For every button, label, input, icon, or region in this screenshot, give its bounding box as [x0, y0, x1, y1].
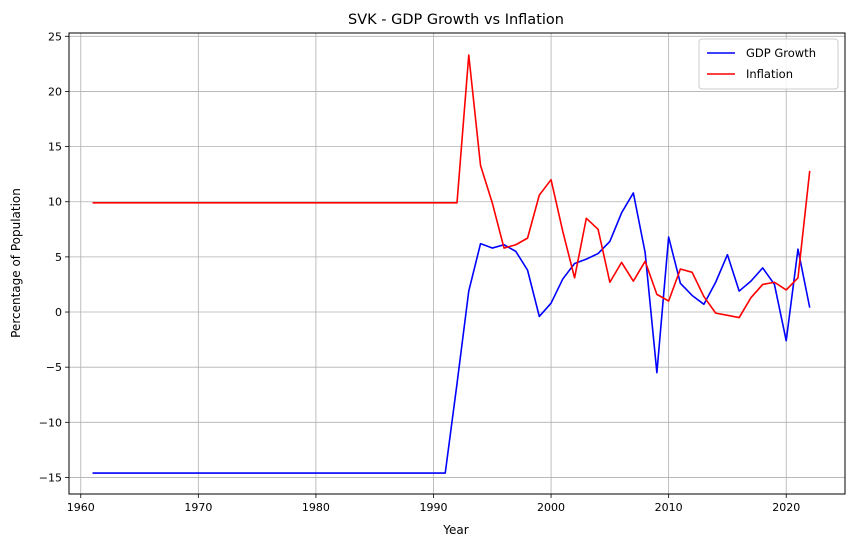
series-line-gdp-growth — [92, 192, 811, 474]
y-tick-label: 15 — [48, 141, 62, 154]
x-axis-ticks: 1960 1970 1980 1990 2000 2010 2020 — [67, 494, 800, 514]
y-tick-label: 5 — [55, 251, 62, 264]
x-tick-label: 1970 — [184, 501, 212, 514]
series-lines — [92, 54, 811, 474]
x-tick-label: 2010 — [655, 501, 683, 514]
x-tick-label: 1960 — [67, 501, 95, 514]
legend-label-inflation: Inflation — [746, 67, 793, 81]
chart-title: SVK - GDP Growth vs Inflation — [348, 12, 564, 28]
x-tick-label: 1980 — [302, 501, 330, 514]
series-line-inflation — [92, 54, 811, 319]
y-tick-label: −15 — [39, 471, 62, 484]
y-tick-label: −10 — [39, 416, 62, 429]
x-tick-label: 2000 — [537, 501, 565, 514]
legend: GDP Growth Inflation — [698, 38, 839, 90]
y-tick-label: −5 — [46, 361, 62, 374]
y-tick-label: 0 — [55, 306, 62, 319]
legend-label-gdp-growth: GDP Growth — [746, 46, 816, 60]
y-tick-label: 25 — [48, 30, 62, 43]
y-tick-label: 10 — [48, 196, 62, 209]
y-axis-ticks: −15 −10 −5 0 5 10 15 20 25 — [39, 30, 69, 484]
x-tick-label: 2020 — [772, 501, 800, 514]
legend-box — [698, 38, 839, 90]
y-axis-label: Percentage of Population — [9, 188, 23, 338]
x-tick-label: 1990 — [419, 501, 447, 514]
plot-area-frame — [68, 32, 846, 495]
x-axis-label: Year — [442, 523, 468, 537]
y-tick-label: 20 — [48, 85, 62, 98]
